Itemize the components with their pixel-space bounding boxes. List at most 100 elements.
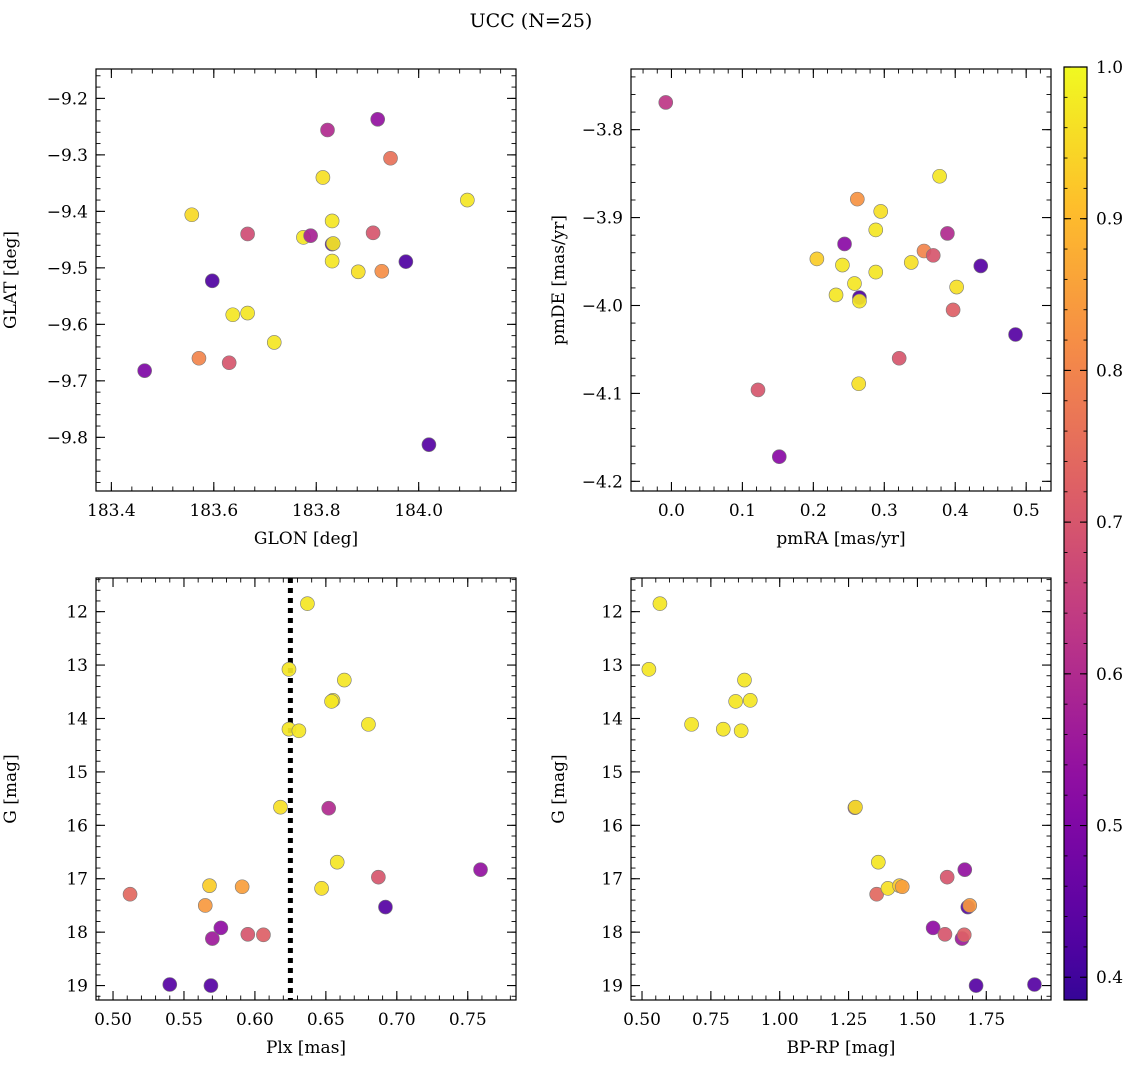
y-tick-label: 18 bbox=[66, 923, 88, 943]
scatter-point bbox=[350, 264, 366, 280]
scatter-point bbox=[957, 862, 973, 877]
scatter-point bbox=[852, 293, 867, 309]
x-tick-label: 0.75 bbox=[449, 1010, 487, 1030]
colorbar-tick-label: 0.6 bbox=[1096, 665, 1123, 685]
scatter-point bbox=[847, 276, 862, 291]
scatter-point bbox=[225, 307, 241, 323]
panel-plx-g: 0.50 0.55 0.60 0.65 0.70 0.75 12 13 14 15 16 17 18 19… bbox=[1, 577, 517, 1058]
scatter-point bbox=[213, 920, 229, 936]
x-tick-label: 183.4 bbox=[87, 501, 136, 521]
panel-bprp-g: 0.50 0.75 1.00 1.25 1.50 1.75 12 13 14 15 16 17 18 19… bbox=[549, 577, 1052, 1058]
scatter-point bbox=[221, 355, 237, 371]
scatter-point bbox=[240, 226, 255, 242]
scatter-point bbox=[737, 672, 752, 688]
scatter-point bbox=[809, 251, 825, 267]
scatter-point bbox=[303, 228, 318, 243]
y-tick-label: 13 bbox=[66, 656, 88, 676]
y-axis-label: G [mag] bbox=[549, 754, 569, 823]
scatter-point bbox=[374, 263, 390, 279]
y-tick-label: −9.8 bbox=[47, 428, 88, 448]
y-tick-label: 16 bbox=[601, 816, 623, 836]
scatter-point bbox=[945, 302, 961, 318]
scatter-point bbox=[361, 717, 376, 732]
x-tick-label: 1.00 bbox=[761, 1010, 799, 1030]
scatter-point bbox=[371, 869, 386, 885]
scatter-point bbox=[137, 363, 152, 378]
scatter-point bbox=[873, 204, 889, 219]
scatter-point bbox=[321, 800, 337, 816]
scatter-point bbox=[460, 192, 475, 208]
scatter-point bbox=[191, 350, 207, 366]
x-tick-label: 0.1 bbox=[729, 501, 756, 521]
scatter-point bbox=[733, 723, 749, 739]
panel-glon-glat: 183.4 183.6 183.8 184.0 −9.2 −9.3 −9.4 −9.5 −9.6… bbox=[1, 68, 517, 549]
y-tick-label: 18 bbox=[601, 923, 623, 943]
y-tick-label: 13 bbox=[601, 656, 623, 676]
scatter-point bbox=[684, 717, 699, 732]
x-tick-label: 0.5 bbox=[1013, 501, 1040, 521]
scatter-point bbox=[203, 978, 219, 993]
scatter-point bbox=[383, 150, 398, 166]
scatter-point bbox=[240, 305, 255, 321]
scatter-point bbox=[962, 898, 978, 913]
scatter-point bbox=[378, 899, 393, 915]
scatter-point bbox=[973, 258, 989, 274]
plot-frame bbox=[630, 577, 1052, 1001]
scatter-point bbox=[324, 213, 340, 229]
x-tick-label: 1.50 bbox=[898, 1010, 936, 1030]
scatter-point bbox=[325, 236, 341, 251]
y-tick-label: 14 bbox=[66, 709, 88, 729]
y-tick-label: −9.6 bbox=[47, 315, 88, 335]
scatter-point bbox=[291, 723, 307, 739]
y-tick-label: −3.8 bbox=[582, 121, 623, 141]
colorbar-tick-label: 0.7 bbox=[1096, 513, 1123, 533]
scatter-point bbox=[421, 437, 437, 452]
scatter-point bbox=[324, 694, 339, 709]
scatter-point bbox=[329, 854, 345, 870]
scatter-point bbox=[932, 168, 947, 184]
scatter-point bbox=[750, 382, 766, 398]
x-axis-label: BP-RP [mag] bbox=[787, 1038, 896, 1058]
colorbar-tick-label: 0.9 bbox=[1096, 210, 1123, 230]
scatter-point bbox=[835, 257, 850, 273]
colorbar: 0.4 0.5 0.6 0.7 0.8 0.9 1.0 bbox=[1063, 58, 1123, 1001]
x-tick-label: 0.4 bbox=[942, 501, 969, 521]
x-tick-label: 183.8 bbox=[292, 501, 341, 521]
y-axis-label: GLAT [deg] bbox=[1, 231, 21, 329]
x-tick-label: 0.0 bbox=[658, 501, 685, 521]
scatter-point bbox=[197, 898, 213, 913]
scatter-point bbox=[828, 287, 844, 303]
x-tick-label: 184.0 bbox=[394, 501, 443, 521]
scatter-point bbox=[850, 191, 865, 207]
scatter-point bbox=[851, 376, 867, 392]
scatter-point bbox=[365, 225, 381, 241]
scatter-point bbox=[202, 878, 217, 893]
scatter-point bbox=[894, 879, 910, 895]
scatter-point bbox=[658, 95, 674, 110]
scatter-point bbox=[715, 721, 731, 737]
scatter-point bbox=[184, 207, 200, 223]
scatter-point bbox=[337, 672, 352, 688]
x-axis-label: pmRA [mas/yr] bbox=[776, 529, 905, 549]
scatter-point bbox=[256, 927, 271, 943]
x-tick-label: 0.55 bbox=[165, 1010, 203, 1030]
x-axis-label: GLON [deg] bbox=[254, 529, 358, 549]
scatter-point bbox=[939, 869, 955, 885]
x-tick-label: 1.75 bbox=[967, 1010, 1005, 1030]
x-tick-label: 0.65 bbox=[307, 1010, 345, 1030]
scatter-point bbox=[771, 449, 787, 465]
x-tick-label: 1.25 bbox=[830, 1010, 868, 1030]
y-tick-label: −9.4 bbox=[47, 202, 88, 222]
y-tick-label: −9.3 bbox=[47, 146, 88, 166]
scatter-point bbox=[314, 881, 329, 896]
scatter-point bbox=[940, 226, 955, 241]
colorbar-gradient bbox=[1063, 66, 1088, 1001]
y-tick-label: −3.9 bbox=[582, 209, 623, 229]
y-tick-label: −4.0 bbox=[582, 296, 623, 316]
scatter-point bbox=[281, 662, 297, 677]
scatter-point bbox=[891, 350, 907, 366]
x-axis-label: Plx [mas] bbox=[266, 1038, 346, 1058]
plot-frame bbox=[95, 577, 517, 1001]
plot-frame bbox=[630, 68, 1052, 492]
